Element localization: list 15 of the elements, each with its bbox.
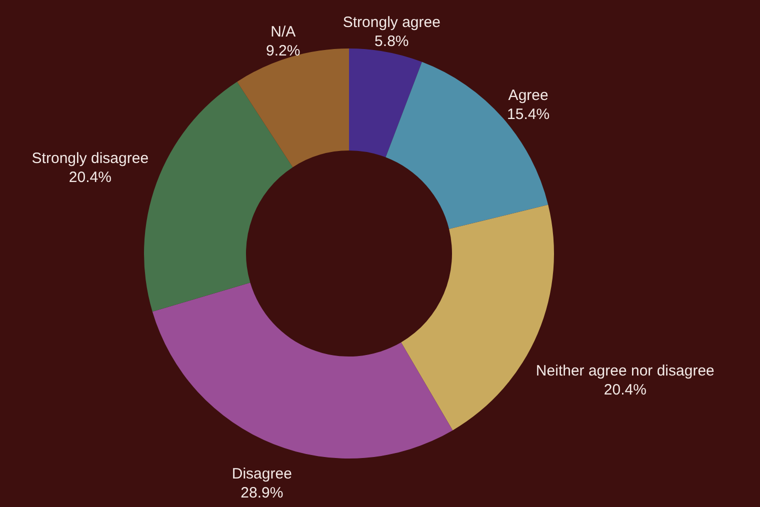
data-label: 28.9% — [240, 484, 284, 502]
data-label: 20.4% — [604, 381, 646, 398]
slice-label: N/A — [270, 24, 296, 41]
slice-label: Disagree — [232, 466, 292, 483]
donut-slice — [349, 48, 422, 158]
donut-slice — [152, 282, 453, 458]
data-label: 9.2% — [266, 42, 300, 60]
slice-label: Neither agree nor disagree — [536, 362, 714, 380]
data-label: 20.4% — [68, 169, 112, 186]
slice-label: Strongly disagree — [32, 150, 149, 168]
data-label: 15.4% — [507, 106, 550, 124]
data-label: 5.8% — [374, 32, 409, 50]
slice-label: Agree — [508, 87, 548, 104]
donut-slice — [386, 62, 548, 230]
slice-label: Strongly agree — [342, 14, 440, 31]
